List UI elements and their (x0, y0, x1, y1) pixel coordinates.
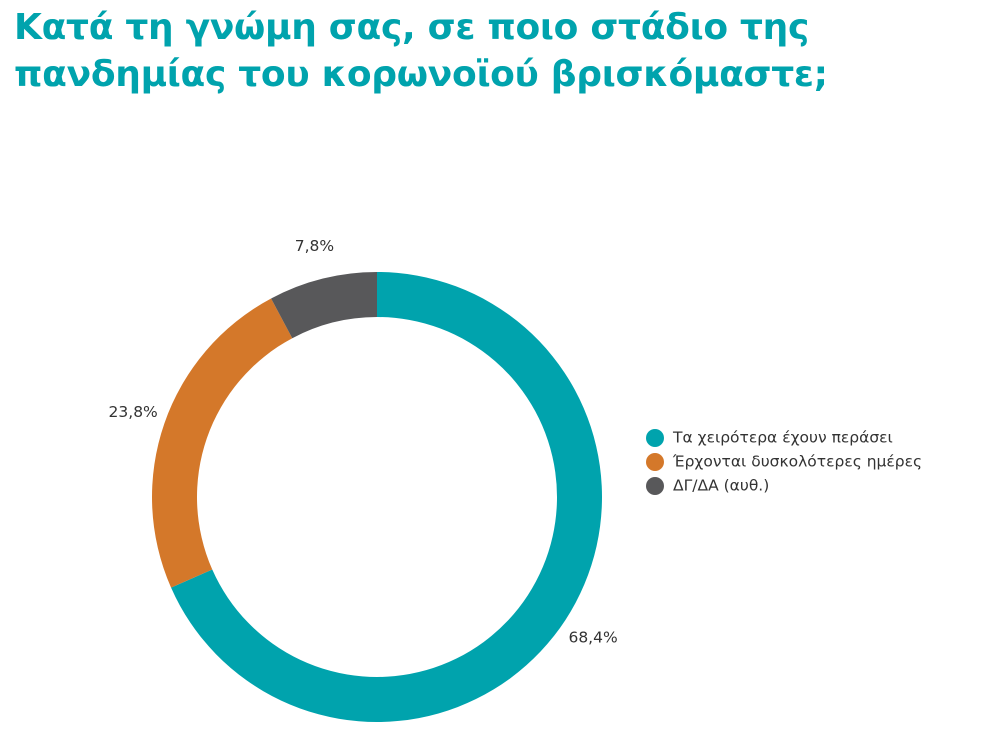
donut-segment (152, 298, 293, 588)
legend-marker (646, 429, 664, 447)
legend-marker (646, 453, 664, 471)
legend-label: Τα χειρότερα έχουν περάσει (672, 429, 893, 447)
legend-label: Έρχονται δυσκολότερες ημέρες (672, 453, 922, 471)
chart-title: Κατά τη γνώμη σας, σε ποιο στάδιο της πα… (14, 7, 828, 95)
data-label: 23,8% (109, 403, 158, 421)
legend-marker (646, 477, 664, 495)
data-label: 68,4% (568, 628, 617, 646)
donut-segment (271, 272, 377, 339)
legend-label: ΔΓ/ΔΑ (αυθ.) (673, 477, 769, 495)
data-label: 7,8% (295, 237, 334, 255)
